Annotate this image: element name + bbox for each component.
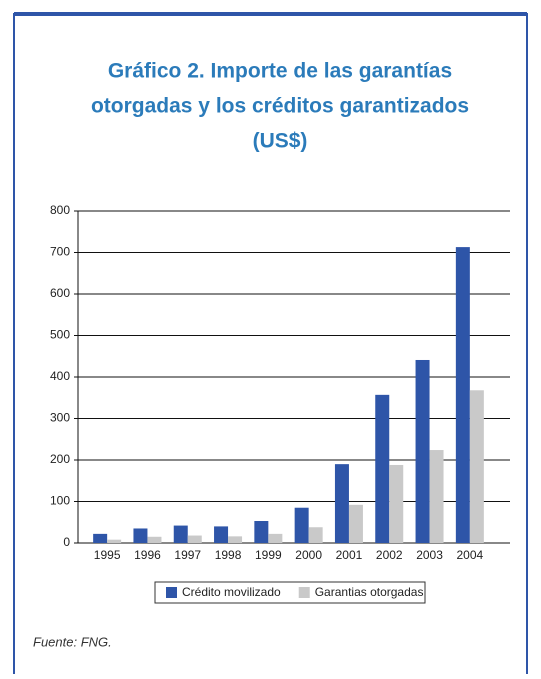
x-tick-label: 1995 [94, 548, 121, 562]
bar [187, 535, 202, 543]
legend-swatch [298, 587, 310, 598]
y-tick-label: 400 [50, 369, 70, 383]
x-tick-label: 1998 [215, 548, 242, 562]
bar [389, 464, 404, 543]
y-tick-label: 300 [50, 411, 70, 425]
bar [107, 539, 122, 543]
x-tick-label: 1996 [134, 548, 161, 562]
bar [375, 394, 390, 543]
x-tick-label: 1999 [255, 548, 282, 562]
bar [173, 525, 188, 543]
bar [334, 464, 349, 543]
y-tick-label: 200 [50, 452, 70, 466]
bar [147, 536, 162, 543]
bar [455, 247, 470, 544]
legend-box [154, 581, 426, 604]
x-tick-label: 1997 [174, 548, 201, 562]
y-tick-label: 0 [63, 535, 70, 549]
legend-label: Crédito movilizado [182, 585, 281, 599]
bar [348, 504, 363, 543]
bar [429, 450, 444, 543]
bar [415, 359, 430, 543]
x-tick-label: 2001 [336, 548, 363, 562]
x-tick-label: 2003 [416, 548, 443, 562]
chart-title: otorgadas y los créditos garantizados [91, 95, 469, 118]
bar [254, 521, 269, 543]
y-tick-label: 700 [50, 245, 70, 259]
legend-swatch [166, 587, 177, 598]
bar [469, 390, 484, 543]
bar [308, 527, 323, 543]
chart-title: (US$) [253, 130, 308, 153]
y-tick-label: 600 [50, 286, 70, 300]
y-tick-label: 100 [50, 494, 70, 508]
x-tick-label: 2000 [295, 548, 322, 562]
x-tick-label: 2004 [456, 548, 483, 562]
chart-title: Gráfico 2. Importe de las garantías [108, 60, 452, 83]
x-tick-label: 2002 [376, 548, 403, 562]
legend-label: Garantias otorgadas [315, 585, 424, 599]
bar [228, 536, 243, 543]
bar [133, 528, 148, 543]
y-tick-label: 800 [50, 203, 70, 217]
bar [294, 507, 309, 543]
bar [93, 533, 108, 543]
source: Fuente: FNG. [33, 634, 112, 649]
y-tick-label: 500 [50, 328, 70, 342]
bar [214, 526, 229, 543]
bar [268, 533, 283, 543]
